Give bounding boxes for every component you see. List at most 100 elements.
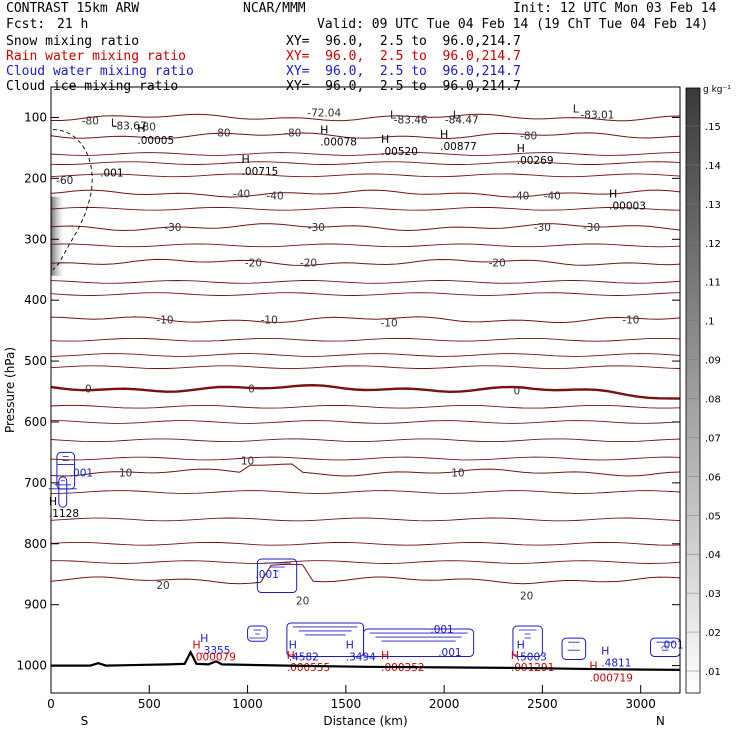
colorbar-gradient [685,87,701,694]
extremum-value: .00269 [517,155,554,167]
x-tick-label: 3000 [625,697,656,711]
y-tick-label: 300 [24,232,47,246]
high-marker: H [346,638,354,651]
temperature-contour-10 [50,463,681,477]
high-marker: H [511,649,519,662]
temperature-contour-label: 0 [248,383,255,395]
x-axis-label: Distance (km) [323,714,407,728]
field-name-rain: Rain water mixing ratio [6,49,187,64]
y-tick-label: 800 [24,537,47,551]
temperature-contour-label: 0 [514,385,521,397]
high-marker: H [589,660,597,673]
cloud-water-contour [512,625,543,657]
north-label: N [656,714,665,728]
contour-extreme-label: -60 [56,175,73,187]
y-tick-label: 100 [24,110,47,124]
temperature-contour-label: 20 [520,591,533,603]
cloud-water-contour [256,558,298,594]
extremum-value: .4811 [601,657,631,669]
cloud-water-contour [247,625,268,642]
isotherm-line [50,206,681,211]
temperature-contour-minus30 [50,223,681,232]
temperature-contour-label: -40 [267,190,284,202]
field-xy-snow: XY= 96.0, 2.5 to 96.0,214.7 [286,34,521,49]
cloud-water-label: .001 [438,647,461,659]
low-marker: L [390,108,397,121]
isotherm-line [50,292,681,296]
high-marker: H [320,124,328,137]
init-time: Init: 12 UTC Mon 03 Feb 14 [513,1,717,16]
isotherm-line [50,243,681,248]
high-marker: H [517,638,525,651]
cloud-water-contour [58,476,68,508]
high-marker: H [241,153,249,166]
extremum-value: .000555 [287,662,330,674]
contour-extreme-label: -83.01 [581,109,615,121]
temperature-contour-20 [50,563,681,585]
colorbar-tick-label: .02 [705,628,721,639]
isotherm-line [50,490,681,494]
temperature-contour-label: 20 [296,595,309,607]
x-tick-label: 2000 [429,697,460,711]
temperature-contour-label: -10 [156,315,173,327]
isotherm-line [50,404,681,409]
y-tick-label: 500 [24,354,47,368]
temperature-contour-label: 10 [241,455,254,467]
extremum-value: .1128 [49,508,79,520]
extremum-value: .4582 [289,651,319,663]
temperature-contour-label: -20 [245,257,262,269]
high-marker: H [49,495,57,508]
cloud-water-label: .001 [70,468,93,480]
temperature-contour-label: 10 [451,468,464,480]
temperature-contour-label: -30 [164,222,181,234]
isotherm-line [50,152,681,156]
temperature-contour-label: -40 [512,190,529,202]
extremum-value: .00005 [137,135,174,147]
colorbar-unit: g kg⁻¹ [703,85,731,95]
snow-shading [51,196,63,276]
x-tick-label: 1000 [232,697,263,711]
y-tick-label: 1000 [16,659,47,673]
temperature-contour-label: -80 [139,122,156,134]
colorbar-tick-label: .03 [705,589,721,600]
colorbar: .15 .14 .13 .12 .11 .1 .09 .08 .07 .06 .05 .04 .03 .0… [685,85,731,694]
extremum-value: .000079 [192,651,235,663]
x-tick-label: 500 [138,697,161,711]
x-tick-label: 2500 [527,697,558,711]
extremum-value: .3494 [346,651,376,663]
valid-time: Valid: 09 UTC Tue 04 Feb 14 (19 ChT Tue … [317,17,709,32]
temperature-contour-label: 10 [119,468,132,480]
field-xy-rain: XY= 96.0, 2.5 to 96.0,214.7 [286,49,521,64]
extremum-value: .000352 [381,662,424,674]
plot-area: -80 -80 -80 -80 -80 -72.04 -40 -40 -40 -40 -30 -30 -… [48,102,684,685]
temperature-contour-label: -80 [520,131,537,143]
contour-extreme-label: -83.46 [394,114,428,126]
forecast-value: 21 h [57,17,89,32]
isotherm-line [50,365,681,370]
high-marker: H [381,133,389,146]
temperature-contour-label: -40 [233,189,250,201]
temperature-contour-label: -20 [300,257,317,269]
snow-contour [52,129,93,271]
extremum-value: .5003 [517,651,547,663]
colorbar-tick-label: .14 [705,161,721,172]
y-axis-label: Pressure (hPa) [3,347,17,433]
colorbar-tick-label: .09 [705,356,721,367]
cloud-water-contour [363,628,475,657]
temperature-contour-label: -80 [82,115,99,127]
colorbar-tick-label: .13 [705,200,721,211]
high-marker: H [287,649,295,662]
temperature-contour-label: -20 [489,257,506,269]
low-marker: L [453,108,460,121]
cloud-water-label: .001 [660,639,683,651]
temperature-contour-label: 20 [156,580,169,592]
y-tick-label: 900 [24,598,47,612]
colorbar-tick-label: .15 [705,122,721,133]
colorbar-tick-label: .08 [705,395,721,406]
temperature-contour-label: -40 [544,190,561,202]
temperature-contour-minus10 [50,316,681,323]
terrain-line [51,649,681,671]
colorbar-tick-label: .07 [705,433,721,444]
extremum-value: .00715 [242,166,279,178]
colorbar-tick-label: .05 [705,511,721,522]
